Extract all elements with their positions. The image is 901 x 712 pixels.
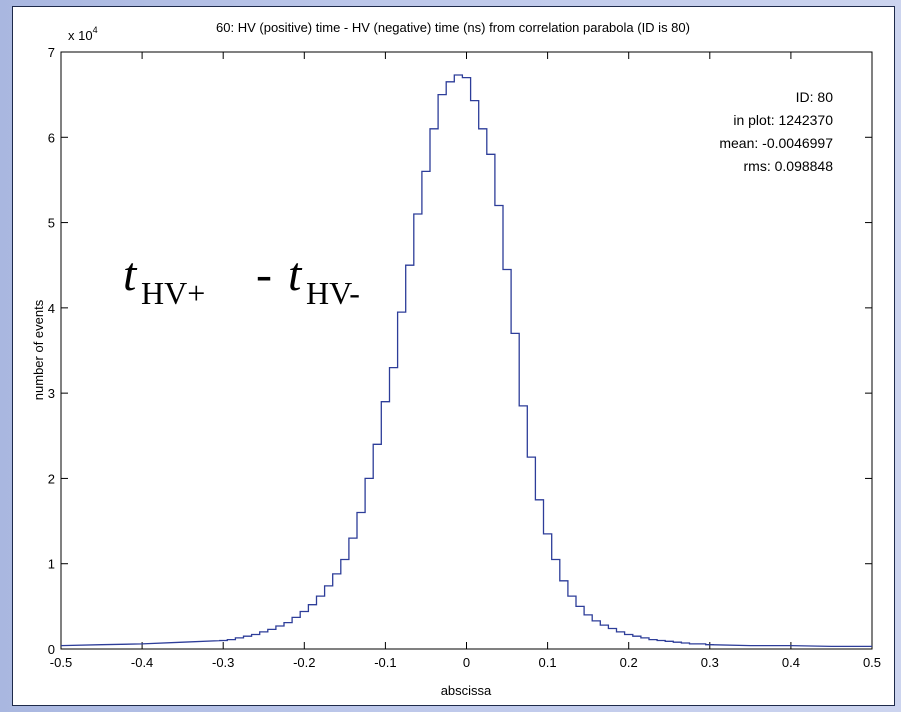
y-tick-label: 0 — [48, 642, 55, 657]
y-axis-label: number of events — [31, 299, 46, 400]
y-tick-label: 6 — [48, 130, 55, 145]
x-tick-label: -0.4 — [131, 655, 153, 670]
x-tick-label: 0.2 — [620, 655, 638, 670]
histogram-plot: 60: HV (positive) time - HV (negative) t… — [31, 20, 881, 698]
x-tick-label: -0.3 — [212, 655, 234, 670]
y-tick-label: 1 — [48, 557, 55, 572]
annotation-sub-plus: HV+ — [141, 275, 205, 311]
annotation-t2: t — [288, 248, 303, 301]
figure-window: 60: HV (positive) time - HV (negative) t… — [12, 6, 895, 706]
y-tick-label: 4 — [48, 301, 55, 316]
tick-group: -0.5 -0.4 -0.3 -0.2 -0.1 0 0.1 0.2 0.3 0.4 0.5 0 1 2 3… — [48, 45, 881, 670]
y-tick-label: 7 — [48, 45, 55, 60]
x-tick-label: -0.5 — [50, 655, 72, 670]
x-tick-label: -0.2 — [293, 655, 315, 670]
annotation-dash: - — [256, 248, 272, 301]
chart-title: 60: HV (positive) time - HV (negative) t… — [216, 20, 690, 35]
x-tick-label: 0.1 — [539, 655, 557, 670]
annotation-t: t — [123, 248, 138, 301]
y-tick-label: 3 — [48, 386, 55, 401]
x-axis-label: abscissa — [441, 683, 492, 698]
histogram-line — [60, 74, 872, 648]
stat-in-plot: in plot: 1242370 — [733, 112, 833, 128]
x-tick-label: -0.1 — [374, 655, 396, 670]
stat-rms: rms: 0.098848 — [744, 158, 834, 174]
x-tick-label: 0 — [463, 655, 470, 670]
x-tick-label: 0.5 — [863, 655, 881, 670]
y-multiplier: x 104 — [68, 25, 98, 43]
stat-mean: mean: -0.0046997 — [719, 135, 833, 151]
stat-id: ID: 80 — [796, 89, 834, 105]
y-tick-label: 2 — [48, 471, 55, 486]
y-tick-label: 5 — [48, 216, 55, 231]
annotation-sub-minus: HV- — [306, 275, 360, 311]
x-tick-label: 0.4 — [782, 655, 800, 670]
x-tick-label: 0.3 — [701, 655, 719, 670]
formula-annotation: t HV+ - t HV- — [123, 248, 360, 311]
